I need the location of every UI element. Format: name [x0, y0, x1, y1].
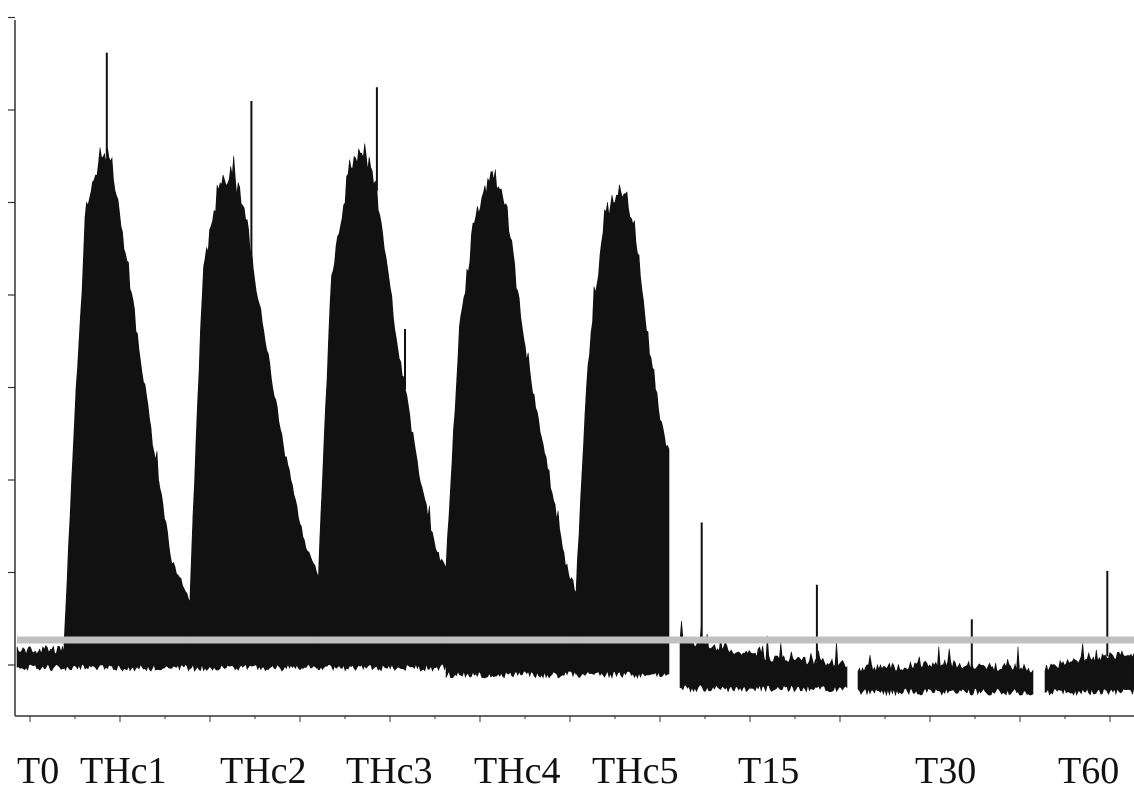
spike-layer	[105, 52, 1109, 666]
segment-t30	[857, 646, 1034, 697]
tick-label-T30: T30	[915, 750, 976, 786]
x-ticks	[29, 716, 1111, 722]
segment-thc5	[575, 184, 670, 679]
x-tick-labels: T0 THc1 THc2 THc3 THc4 THc5 T15 T30 T60	[17, 750, 1119, 786]
segment-thc1	[63, 147, 191, 672]
axes	[14, 20, 1134, 717]
tick-label-THc2: THc2	[220, 750, 307, 786]
segment-t15	[679, 620, 848, 693]
trace-layer	[16, 143, 1134, 697]
tick-label-THc5: THc5	[592, 750, 679, 786]
tick-label-T15: T15	[738, 750, 799, 786]
tick-label-THc1: THc1	[80, 750, 167, 786]
tick-label-THc3: THc3	[346, 750, 433, 786]
segment-thc3	[317, 143, 447, 672]
segment-t60	[1044, 643, 1134, 697]
y-ticks	[8, 16, 15, 666]
segment-thc2	[189, 155, 319, 672]
segment-t0	[16, 645, 65, 671]
tick-label-T0: T0	[17, 750, 59, 786]
tick-label-T60: T60	[1058, 750, 1119, 786]
tick-label-THc4: THc4	[474, 750, 561, 786]
segment-thc4	[445, 169, 577, 679]
